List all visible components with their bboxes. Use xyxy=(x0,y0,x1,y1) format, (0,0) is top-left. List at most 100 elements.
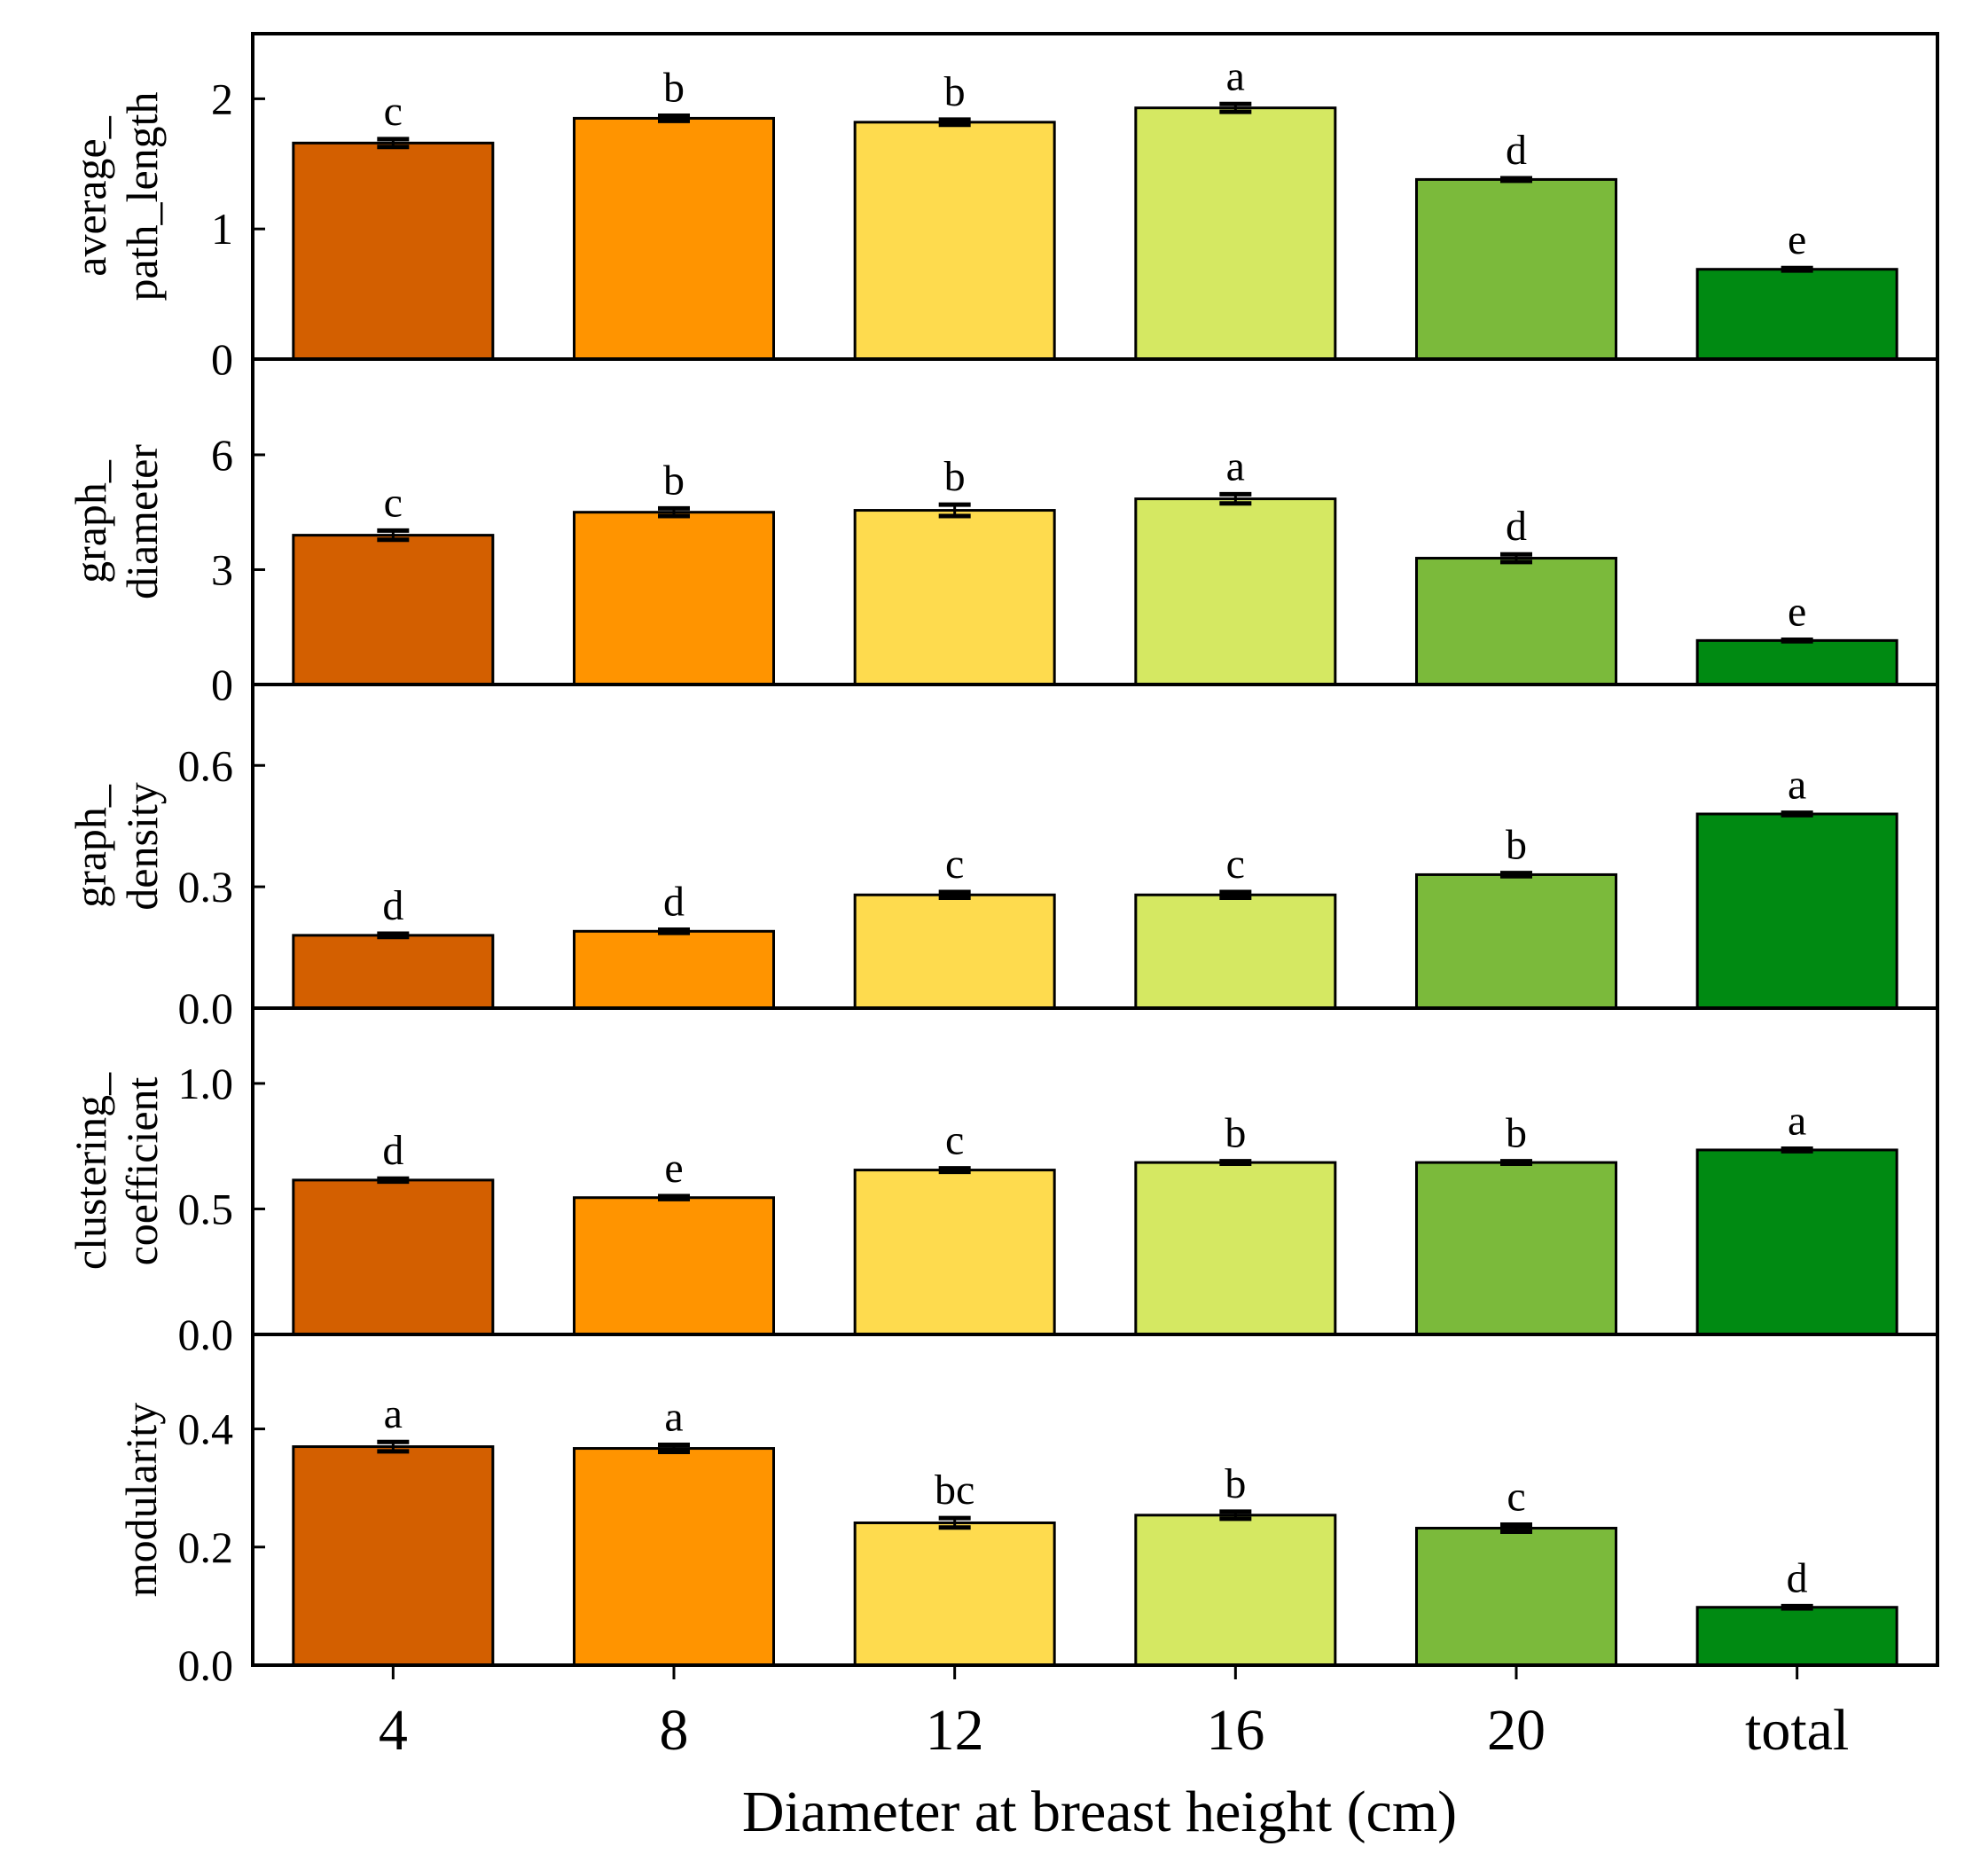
bar-4 xyxy=(292,1178,495,1336)
panel-3: d d c c b a 0.0 0.3 0.6 graph_ density xyxy=(66,683,1939,1033)
bar-total xyxy=(1695,638,1898,686)
significance-letter-20: d xyxy=(1506,503,1527,550)
y-tick-label: 1.0 xyxy=(178,1059,234,1108)
y-axis-label: graph_ xyxy=(66,784,115,908)
bar-20 xyxy=(1415,1161,1617,1336)
significance-letter-8: d xyxy=(663,878,685,925)
significance-letter-total: e xyxy=(1788,216,1806,263)
significance-letter-8: b xyxy=(663,457,685,504)
y-tick-label: 0.3 xyxy=(178,862,234,911)
panel-frame xyxy=(251,683,1939,1010)
y-tick-label: 0.4 xyxy=(178,1404,234,1454)
significance-letter-16: b xyxy=(1225,1460,1246,1507)
bar-20 xyxy=(1415,177,1617,361)
y-tick-label: 2 xyxy=(211,74,233,123)
bar-4 xyxy=(292,141,495,361)
significance-letter-12: b xyxy=(944,453,966,500)
x-tick-label-4: 4 xyxy=(379,1698,408,1763)
significance-letter-20: b xyxy=(1506,822,1527,869)
panel-2: c b b a d e 0 3 6 graph_ diameter xyxy=(66,357,1939,709)
bar-12 xyxy=(853,1169,1056,1336)
panel-frame xyxy=(251,32,1939,361)
x-tick-label-8: 8 xyxy=(660,1698,689,1763)
significance-letter-16: b xyxy=(1225,1110,1246,1157)
y-tick-label: 0.0 xyxy=(178,1310,234,1359)
y-axis-label: diameter xyxy=(117,444,167,599)
significance-letter-12: c xyxy=(945,1117,964,1164)
bar-8 xyxy=(573,929,775,1010)
significance-letter-20: b xyxy=(1506,1110,1527,1157)
significance-letter-total: a xyxy=(1788,762,1806,809)
bar-4 xyxy=(292,934,495,1010)
y-axis-label: coefficient xyxy=(117,1076,167,1265)
x-tick-label-total: total xyxy=(1745,1698,1849,1763)
significance-letter-12: b xyxy=(944,68,966,115)
significance-letter-total: d xyxy=(1787,1554,1808,1601)
significance-letter-total: a xyxy=(1788,1098,1806,1145)
bar-total xyxy=(1695,812,1898,1010)
y-tick-label: 0 xyxy=(211,334,233,384)
x-tick-label-16: 16 xyxy=(1206,1698,1264,1763)
y-tick-label: 1 xyxy=(211,204,233,254)
significance-letter-20: d xyxy=(1506,127,1527,174)
bar-16 xyxy=(1134,1161,1337,1336)
y-axis-label: graph_ xyxy=(66,459,115,583)
bar-20 xyxy=(1415,1526,1617,1667)
bar-12 xyxy=(853,1521,1056,1667)
y-tick-label: 0.0 xyxy=(178,1640,234,1690)
significance-letter-16: a xyxy=(1226,442,1245,489)
bar-4 xyxy=(292,534,495,686)
panel-frame xyxy=(251,1333,1939,1667)
significance-letter-8: b xyxy=(663,64,685,111)
significance-letter-4: c xyxy=(384,479,403,526)
y-axis-label: modularity xyxy=(116,1403,166,1597)
bar-8 xyxy=(573,511,775,686)
bar-12 xyxy=(853,121,1056,361)
panel-frame xyxy=(251,357,1939,686)
significance-letter-12: c xyxy=(945,841,964,888)
bar-16 xyxy=(1134,497,1337,686)
bar-12 xyxy=(853,893,1056,1010)
significance-letter-4: d xyxy=(382,1127,403,1174)
y-axis-label: clustering_ xyxy=(66,1072,115,1270)
y-tick-label: 0 xyxy=(211,660,233,709)
bar-20 xyxy=(1415,557,1617,686)
significance-letter-16: a xyxy=(1226,52,1245,99)
bar-8 xyxy=(573,1447,775,1667)
y-tick-label: 3 xyxy=(211,544,233,594)
significance-letter-12: bc xyxy=(935,1467,974,1514)
significance-letter-4: d xyxy=(382,882,403,929)
x-tick-label-12: 12 xyxy=(926,1698,984,1763)
y-axis-label: density xyxy=(117,782,167,910)
significance-letter-total: e xyxy=(1788,588,1806,635)
bar-20 xyxy=(1415,872,1617,1010)
panel-4: d e c b b a 0.0 0.5 1.0 clustering_ coefficient xyxy=(66,1006,1939,1359)
significance-letter-16: c xyxy=(1226,841,1245,888)
y-axis-label: average_ xyxy=(66,115,115,276)
bar-8 xyxy=(573,1196,775,1336)
bar-total xyxy=(1695,268,1898,361)
significance-letter-20: c xyxy=(1507,1473,1525,1520)
y-tick-label: 0.0 xyxy=(178,983,234,1033)
significance-letter-4: a xyxy=(384,1390,403,1437)
significance-letter-8: a xyxy=(664,1394,683,1441)
bar-8 xyxy=(573,116,775,361)
x-tick-label-20: 20 xyxy=(1487,1698,1546,1763)
panel-frame xyxy=(251,1006,1939,1336)
bar-total xyxy=(1695,1148,1898,1336)
y-tick-label: 0.6 xyxy=(178,740,234,790)
y-tick-label: 6 xyxy=(211,430,233,480)
significance-letter-4: c xyxy=(384,88,403,135)
x-axis: 4 8 12 16 20 total xyxy=(379,1665,1849,1763)
significance-letter-8: e xyxy=(664,1145,683,1192)
y-tick-label: 0.2 xyxy=(178,1522,234,1572)
bar-total xyxy=(1695,1606,1898,1667)
panel-1: c b b a d e 0 1 2 average_ path_length xyxy=(66,32,1939,384)
y-axis-label: path_length xyxy=(117,91,167,301)
bar-16 xyxy=(1134,893,1337,1010)
bar-4 xyxy=(292,1445,495,1667)
x-axis-label: Diameter at breast height (cm) xyxy=(742,1780,1457,1844)
y-tick-label: 0.5 xyxy=(178,1184,234,1233)
bar-12 xyxy=(853,509,1056,686)
